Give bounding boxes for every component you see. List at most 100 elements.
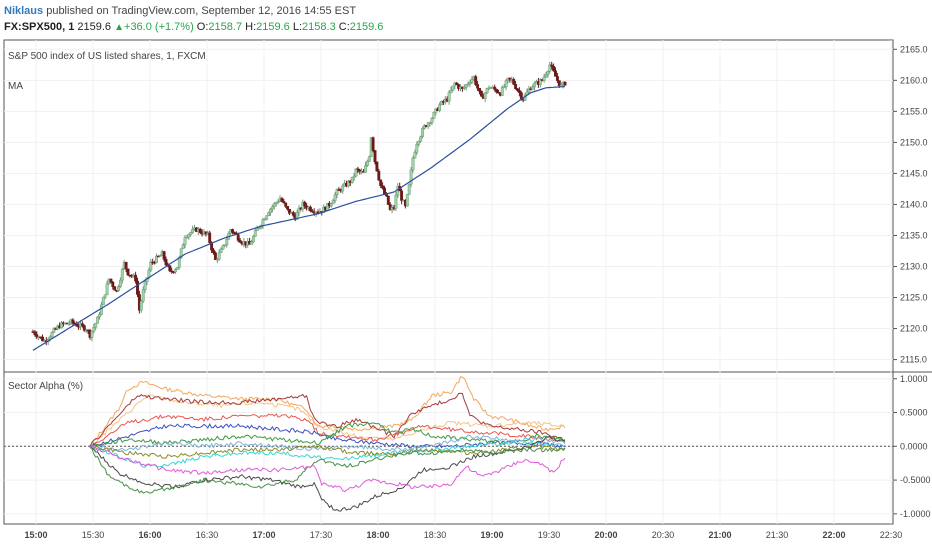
price-chart-title: S&P 500 index of US listed shares, 1, FX… [8,51,206,62]
candle-body [284,202,288,207]
candle-body [476,84,480,89]
alpha-panel[interactable] [4,376,893,512]
low-value: 2158.3 [302,21,336,33]
candle-body [478,88,481,92]
candle-body [67,323,71,325]
candle-body [221,245,225,250]
candle-body [544,74,548,78]
x-tick-label: 22:30 [880,530,903,540]
candle-body [377,170,381,181]
candle-body [479,90,483,97]
price-y-tick-label: 2120.0 [900,324,928,334]
high-label: H: [245,21,257,33]
candle-body [50,332,54,338]
candle-body [516,88,519,91]
candle-body [291,212,295,216]
candle-body [554,70,557,77]
price-y-tick-label: 2165.0 [900,44,928,54]
candle-body [71,319,75,324]
candle-body [96,316,100,324]
candle-body [512,79,516,85]
candle-body [253,230,257,237]
candle-body [555,76,559,81]
alpha-chart-title: Sector Alpha (%) [8,381,83,392]
close-value: 2159.6 [349,21,384,33]
candle-body [341,185,345,192]
candle-body [134,274,138,282]
candle-body [449,89,453,93]
candle-body [474,76,478,85]
price-change: +36.0 (+1.7%) [124,21,194,33]
alpha-series-line [89,435,566,512]
candle-body [426,122,430,127]
chart-frame [3,39,894,525]
candle-body [265,215,269,220]
candle-body [440,101,443,105]
candle-body [457,84,461,89]
candle-body [542,76,546,81]
published-text: published on TradingView.com, September … [46,5,357,17]
candle-body [514,84,518,90]
candle-body [451,85,455,91]
publish-line: Niklaus published on TradingView.com, Se… [4,3,383,19]
candle-body [276,201,280,203]
candle-body [411,157,415,171]
candle-body [371,137,375,151]
candle-body [432,112,436,119]
candle-body [109,278,113,283]
candle-body [282,201,286,204]
candle-body [41,336,44,342]
candle-body [126,268,130,276]
candle-body [223,244,227,246]
candle-body [508,77,512,80]
price-y-tick-label: 2115.0 [900,355,927,365]
candle-body [238,240,242,243]
candle-body [198,228,202,233]
candle-body [181,244,185,250]
candle-body [430,118,434,123]
candle-body [225,239,229,245]
candle-body [517,90,521,93]
price-y-tick-label: 2155.0 [900,106,928,116]
alpha-y-tick-label: 1.0000 [900,374,928,384]
x-tick-label: 17:00 [252,530,275,540]
candle-body [187,234,191,238]
candle-body [373,150,377,163]
price-y-tick-label: 2160.0 [900,75,928,85]
candle-body [375,161,379,172]
candle-body [189,232,193,235]
price-y-tick-label: 2125.0 [900,293,928,303]
candle-body [379,179,383,187]
price-panel[interactable] [31,61,567,351]
candle-body [103,294,107,298]
candle-body [60,322,63,329]
candle-body [288,208,291,214]
x-tick-label: 20:30 [652,530,675,540]
candle-body [466,83,470,86]
candle-body [483,92,487,99]
candle-body [90,330,94,338]
candle-body [155,255,158,264]
candle-body [400,190,404,201]
candle-body [364,165,367,173]
x-tick-label: 19:00 [480,530,503,540]
candle-body [455,82,459,85]
open-value: 2158.7 [208,21,243,33]
axis-layer: 15:00 15:30 16:00 16:30 17:00 17:30 18:00 18:30… [24,44,930,540]
candle-body [261,219,265,226]
candle-body [250,241,253,245]
candle-body [297,207,301,213]
candle-body [98,314,101,318]
candle-body [552,66,556,72]
candle-body [174,269,177,273]
x-tick-label: 18:00 [366,530,389,540]
candle-body [92,327,96,332]
alpha-y-tick-label: -0.5000 [900,475,931,485]
candle-body [270,206,274,210]
candle-body [421,128,424,138]
candle-body [52,328,56,333]
candle-body [308,206,312,212]
author-name[interactable]: Niklaus [4,5,44,17]
candle-body [358,169,362,172]
